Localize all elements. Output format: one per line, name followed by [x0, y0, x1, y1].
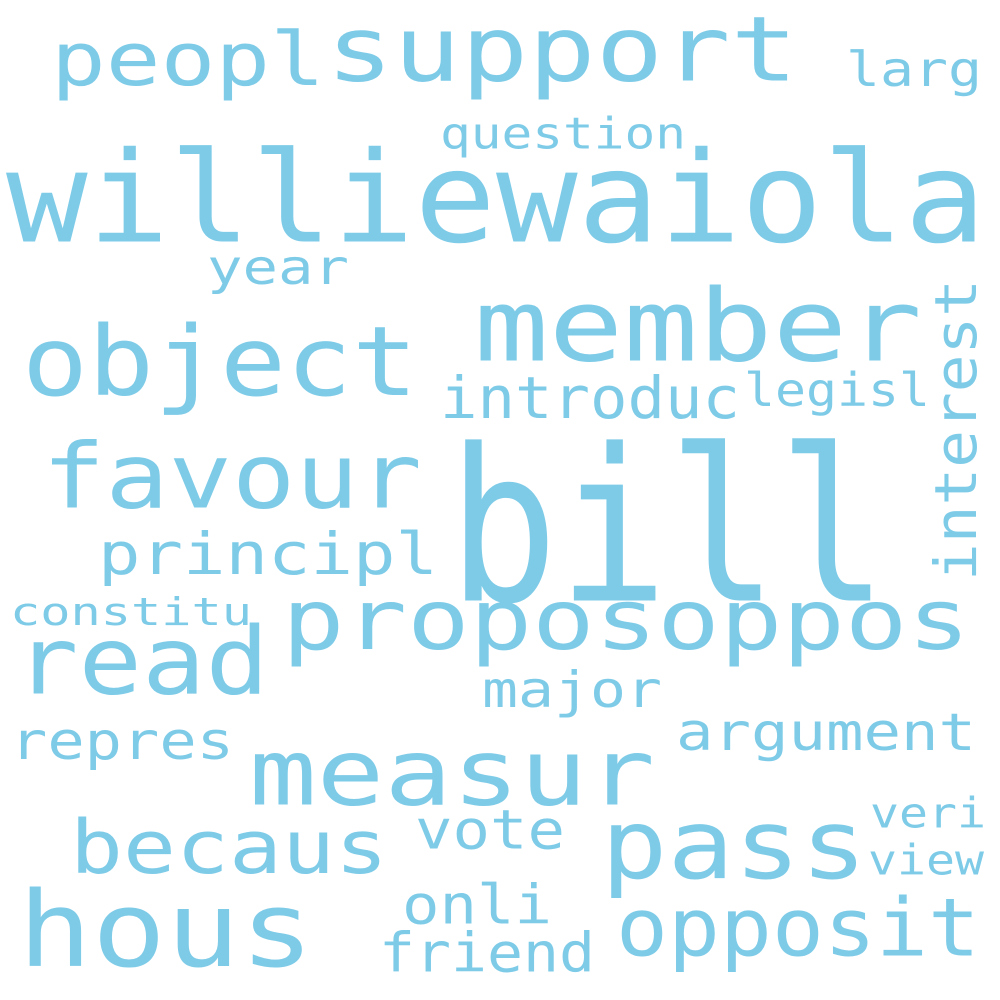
word-introduc: introduc	[440, 364, 740, 432]
word-major: major	[482, 661, 662, 719]
word-williewaiola: williewaiola	[6, 125, 986, 272]
word-question: question	[440, 109, 686, 160]
word-legisl: legisl	[744, 363, 930, 417]
word-veri: veri	[870, 789, 986, 838]
word-repres: repres	[10, 712, 234, 772]
word-argument: argument	[676, 703, 976, 763]
word-peopl: peopl	[51, 17, 325, 103]
word-object: object	[22, 306, 418, 418]
word-friend: friend	[379, 922, 595, 985]
word-opposit: opposit	[616, 882, 980, 975]
word-constitu: constitu	[10, 590, 252, 634]
word-larg: larg	[846, 42, 982, 98]
word-bill: bill	[448, 404, 888, 651]
word-pass: pass	[601, 789, 867, 901]
word-onli: onli	[402, 874, 552, 937]
word-favour: favour	[42, 425, 422, 530]
word-principl: principl	[98, 520, 438, 588]
word-vote: vote	[415, 799, 565, 862]
word-measur: measur	[249, 720, 655, 827]
word-read: read	[15, 608, 269, 717]
word-member: member	[474, 268, 922, 385]
word-hous: hous	[18, 869, 314, 991]
word-becaus: becaus	[70, 805, 388, 891]
word-interest: interest	[922, 279, 990, 581]
word-support: support	[326, 0, 798, 103]
word-proposoppos: proposoppos	[282, 571, 970, 669]
word-year: year	[207, 240, 349, 296]
word-view: view	[868, 836, 985, 885]
